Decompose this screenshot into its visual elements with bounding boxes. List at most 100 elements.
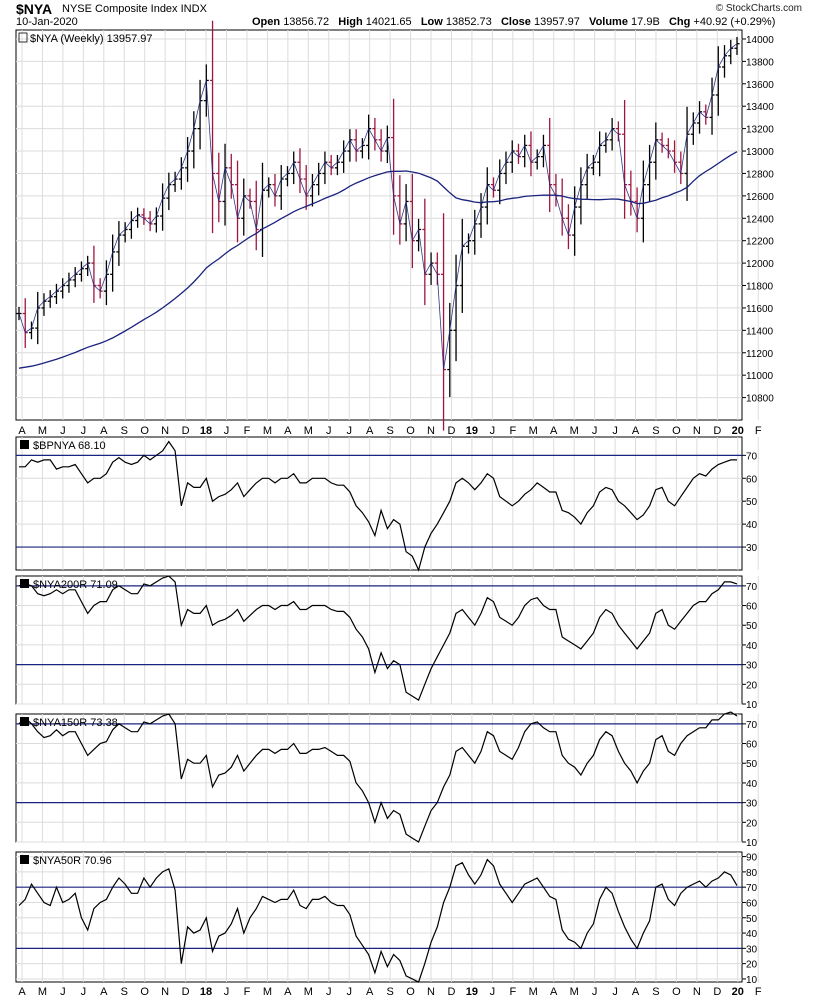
copyright-label: © StockCharts.com xyxy=(715,3,802,14)
low-value: 13852.73 xyxy=(445,16,492,28)
y-tick-label: 11400 xyxy=(746,326,774,337)
x-tick-label: F xyxy=(244,986,251,998)
x-tick-label: A xyxy=(284,425,292,437)
x-tick-label: F xyxy=(755,986,762,998)
x-tick-label: O xyxy=(406,425,415,437)
y-tick-label: 13000 xyxy=(746,147,774,158)
indicator-line xyxy=(19,440,737,572)
x-tick-label: M xyxy=(263,986,272,998)
panel-frame xyxy=(15,575,743,705)
y-tick-label: 10 xyxy=(746,838,758,849)
indicator-line xyxy=(18,711,738,843)
indicator-label: $NYA150R 73.38 xyxy=(33,717,118,729)
x-tick-label: S xyxy=(652,425,659,437)
y-tick-label: 40 xyxy=(746,929,758,940)
y-tick-label: 14000 xyxy=(746,35,774,46)
volume-value: 17.9B xyxy=(631,16,660,28)
x-tick-label: A xyxy=(18,425,26,437)
x-tick-label: D xyxy=(182,986,190,998)
x-tick-label: J xyxy=(60,425,66,437)
x-tick-label: A xyxy=(366,425,374,437)
x-tick-label: F xyxy=(509,425,516,437)
x-tick-label: J xyxy=(612,986,618,998)
x-tick-label: M xyxy=(38,425,47,437)
panel-frame xyxy=(15,713,743,843)
x-tick-label: A xyxy=(100,986,108,998)
y-tick-label: 70 xyxy=(746,720,758,731)
change-value: +40.92 (+0.29%) xyxy=(693,16,776,28)
x-tick-label: N xyxy=(161,986,169,998)
x-tick-label: J xyxy=(612,425,618,437)
x-tick-label: A xyxy=(100,425,108,437)
moving-average-line xyxy=(18,151,738,369)
y-tick-label: 40 xyxy=(746,520,758,531)
x-tick-label: F xyxy=(244,425,251,437)
y-tick-label: 12600 xyxy=(746,192,774,203)
x-tick-label: J xyxy=(490,425,496,437)
index-name: NYSE Composite Index INDX xyxy=(62,3,207,15)
y-tick-label: 40 xyxy=(746,641,758,652)
x-tick-label: A xyxy=(550,986,558,998)
y-tick-label: 13800 xyxy=(746,57,774,68)
y-tick-label: 11600 xyxy=(746,304,774,315)
x-tick-label: M xyxy=(38,986,47,998)
x-tick-label: 18 xyxy=(200,986,212,998)
chart-header: $NYA NYSE Composite Index INDX 10-Jan-20… xyxy=(0,0,820,30)
x-tick-label: D xyxy=(447,986,455,998)
indicator-label: $BPNYA 68.10 xyxy=(33,440,106,452)
indicator-legend-swatch xyxy=(20,717,29,726)
y-tick-label: 10800 xyxy=(746,394,774,405)
x-tick-label: J xyxy=(346,425,352,437)
y-tick-label: 30 xyxy=(746,944,758,955)
x-tick-label: M xyxy=(570,425,579,437)
x-tick-label: M xyxy=(529,986,538,998)
x-tick-label: F xyxy=(755,425,762,437)
x-tick-label: N xyxy=(427,425,435,437)
y-tick-label: 11200 xyxy=(746,349,774,360)
x-tick-label: A xyxy=(366,986,374,998)
high-value: 14021.65 xyxy=(365,16,412,28)
y-tick-label: 12800 xyxy=(746,169,774,180)
x-tick-label: M xyxy=(529,425,538,437)
y-tick-label: 12200 xyxy=(746,237,774,248)
y-tick-label: 12400 xyxy=(746,214,774,225)
x-tick-label: J xyxy=(81,986,87,998)
x-tick-label: A xyxy=(18,986,26,998)
y-tick-label: 60 xyxy=(746,740,758,751)
x-tick-label: 20 xyxy=(732,986,744,998)
x-tick-label: D xyxy=(713,425,721,437)
x-tick-label: S xyxy=(386,425,393,437)
x-tick-label: O xyxy=(672,986,681,998)
x-tick-label: 18 xyxy=(200,425,212,437)
x-tick-label: S xyxy=(121,986,128,998)
indicator-legend-swatch xyxy=(20,440,29,449)
x-tick-label: O xyxy=(672,425,681,437)
y-tick-label: 50 xyxy=(746,497,758,508)
ohlc-legend-icon xyxy=(18,32,28,43)
x-tick-label: J xyxy=(224,425,230,437)
y-tick-label: 90 xyxy=(746,853,758,864)
y-tick-label: 60 xyxy=(746,898,758,909)
y-tick-label: 50 xyxy=(746,914,758,925)
x-tick-label: O xyxy=(140,425,149,437)
y-tick-label: 30 xyxy=(746,799,758,810)
y-tick-label: 12000 xyxy=(746,259,774,270)
x-tick-label: D xyxy=(447,425,455,437)
x-tick-label: A xyxy=(632,986,640,998)
x-tick-label: J xyxy=(592,986,598,998)
y-tick-label: 60 xyxy=(746,474,758,485)
y-tick-label: 70 xyxy=(746,883,758,894)
panel-frame xyxy=(15,436,743,571)
exchange-label: INDX xyxy=(180,3,207,15)
x-tick-label: D xyxy=(182,425,190,437)
index-full-name: NYSE Composite Index xyxy=(62,3,178,15)
y-tick-label: 10 xyxy=(746,975,758,986)
close-value: 13957.97 xyxy=(533,16,580,28)
x-tick-label: J xyxy=(592,425,598,437)
symbol-label: $NYA xyxy=(16,1,53,17)
y-tick-label: 13200 xyxy=(746,125,774,136)
x-tick-label: J xyxy=(326,986,332,998)
y-tick-label: 30 xyxy=(746,661,758,672)
x-tick-label: M xyxy=(570,986,579,998)
